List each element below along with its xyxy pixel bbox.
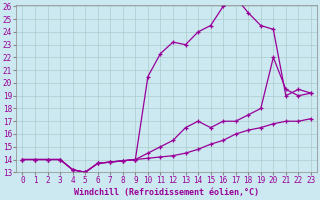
X-axis label: Windchill (Refroidissement éolien,°C): Windchill (Refroidissement éolien,°C) [74, 188, 259, 197]
